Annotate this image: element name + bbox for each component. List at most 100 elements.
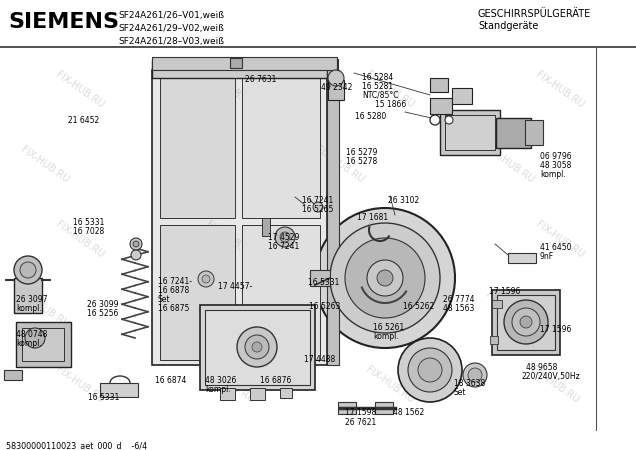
Circle shape: [418, 358, 442, 382]
Text: 16 5256: 16 5256: [87, 309, 118, 318]
Bar: [160, 78, 235, 218]
Bar: [492, 290, 560, 355]
Bar: [440, 110, 500, 155]
Text: FIX-HUB.RU: FIX-HUB.RU: [529, 365, 581, 405]
Text: 16 5331: 16 5331: [73, 218, 104, 227]
Circle shape: [245, 335, 269, 359]
Bar: [430, 78, 448, 92]
Text: 26 7774: 26 7774: [443, 295, 474, 304]
Text: 17 1598: 17 1598: [345, 408, 377, 417]
Text: Standgeräte: Standgeräte: [478, 21, 539, 31]
Circle shape: [130, 238, 142, 250]
Text: FIX-HUB.RU: FIX-HUB.RU: [19, 145, 71, 185]
Text: 48 1563: 48 1563: [443, 304, 474, 313]
Text: 16 5331: 16 5331: [308, 278, 340, 287]
Text: FIX-HUB.RU: FIX-HUB.RU: [54, 220, 106, 260]
Bar: [152, 60, 327, 78]
Text: 16 7241: 16 7241: [302, 196, 333, 205]
Bar: [262, 218, 270, 236]
Circle shape: [14, 256, 42, 284]
Circle shape: [345, 238, 425, 318]
Text: 16 5262: 16 5262: [403, 302, 434, 311]
Bar: [310, 270, 330, 286]
Text: FIX-HUB.RU: FIX-HUB.RU: [54, 365, 106, 405]
Text: 16 5263: 16 5263: [309, 302, 340, 311]
Text: kompl.: kompl.: [540, 170, 566, 179]
Circle shape: [430, 115, 440, 125]
Text: SIEMENS: SIEMENS: [8, 12, 119, 32]
Bar: [497, 295, 555, 350]
Text: 16 5279: 16 5279: [346, 148, 377, 157]
Bar: [14, 278, 42, 313]
Text: 26 3097: 26 3097: [16, 295, 48, 304]
Text: 06 9796: 06 9796: [540, 152, 572, 161]
Bar: [327, 70, 339, 365]
Bar: [220, 388, 235, 400]
Text: 17 1596: 17 1596: [540, 325, 571, 334]
Text: SF24A261/26–V01,weiß: SF24A261/26–V01,weiß: [118, 11, 224, 20]
Text: FIX-HUB.RU: FIX-HUB.RU: [534, 70, 586, 110]
Bar: [508, 253, 536, 263]
Text: FIX-HUB.RU: FIX-HUB.RU: [364, 220, 416, 260]
Text: 49 2342: 49 2342: [321, 83, 352, 92]
Text: FIX-HUB.RU: FIX-HUB.RU: [484, 290, 536, 330]
Text: 21 6452: 21 6452: [68, 116, 99, 125]
Text: FIX-HUB.RU: FIX-HUB.RU: [204, 70, 256, 110]
Text: 15 1866: 15 1866: [375, 100, 406, 109]
Text: 16 7241-: 16 7241-: [158, 277, 192, 286]
Text: FIX-HUB.RU: FIX-HUB.RU: [204, 365, 256, 405]
Bar: [100, 383, 138, 397]
Text: FIX-HUB.RU: FIX-HUB.RU: [169, 145, 221, 185]
Text: kompl.: kompl.: [16, 304, 42, 313]
Circle shape: [202, 275, 210, 283]
Text: 58300000110023_aet_000_d    -6/4: 58300000110023_aet_000_d -6/4: [6, 441, 147, 450]
Text: 16 6878: 16 6878: [158, 286, 190, 295]
Bar: [490, 336, 498, 344]
Text: FIX-HUB.RU: FIX-HUB.RU: [54, 70, 106, 110]
Text: 41 6450: 41 6450: [540, 243, 572, 252]
Text: kompl.: kompl.: [205, 385, 231, 394]
Bar: [250, 388, 265, 400]
Bar: [22, 328, 64, 361]
Bar: [4, 370, 22, 380]
Circle shape: [237, 327, 277, 367]
Text: 9nF: 9nF: [540, 252, 554, 261]
Bar: [280, 388, 292, 398]
Circle shape: [252, 342, 262, 352]
Text: 26 7621: 26 7621: [345, 418, 377, 427]
Text: 16 5280: 16 5280: [355, 112, 386, 121]
Text: 17 1681: 17 1681: [357, 213, 388, 222]
Text: 17 4457-: 17 4457-: [218, 282, 252, 291]
Circle shape: [131, 250, 141, 260]
Circle shape: [367, 260, 403, 296]
Bar: [230, 58, 242, 68]
Text: 16 5265: 16 5265: [302, 205, 333, 214]
Text: 48 3058: 48 3058: [540, 161, 571, 170]
Circle shape: [280, 232, 290, 242]
Text: kompl.: kompl.: [16, 339, 42, 348]
Text: 220/240V,50Hz: 220/240V,50Hz: [521, 372, 580, 381]
Text: 16 5331: 16 5331: [88, 393, 120, 402]
Bar: [525, 120, 543, 145]
Circle shape: [275, 227, 295, 247]
Bar: [200, 305, 315, 390]
Text: FIX-HUB.RU: FIX-HUB.RU: [204, 220, 256, 260]
Circle shape: [520, 316, 532, 328]
Circle shape: [504, 300, 548, 344]
Circle shape: [377, 270, 393, 286]
Bar: [445, 115, 495, 150]
Text: NTC/85°C: NTC/85°C: [362, 91, 399, 100]
Text: 16 5261: 16 5261: [373, 323, 404, 332]
Text: FIX-HUB.RU: FIX-HUB.RU: [329, 290, 381, 330]
Circle shape: [330, 223, 440, 333]
Bar: [338, 402, 356, 414]
Text: 16 6876: 16 6876: [260, 376, 291, 385]
Bar: [430, 98, 452, 114]
Circle shape: [445, 116, 453, 124]
Text: 26 3099: 26 3099: [87, 300, 118, 309]
Circle shape: [198, 271, 214, 287]
Text: 26 7631: 26 7631: [245, 75, 277, 84]
Text: Set: Set: [158, 295, 170, 304]
Circle shape: [512, 308, 540, 336]
Bar: [375, 402, 393, 414]
